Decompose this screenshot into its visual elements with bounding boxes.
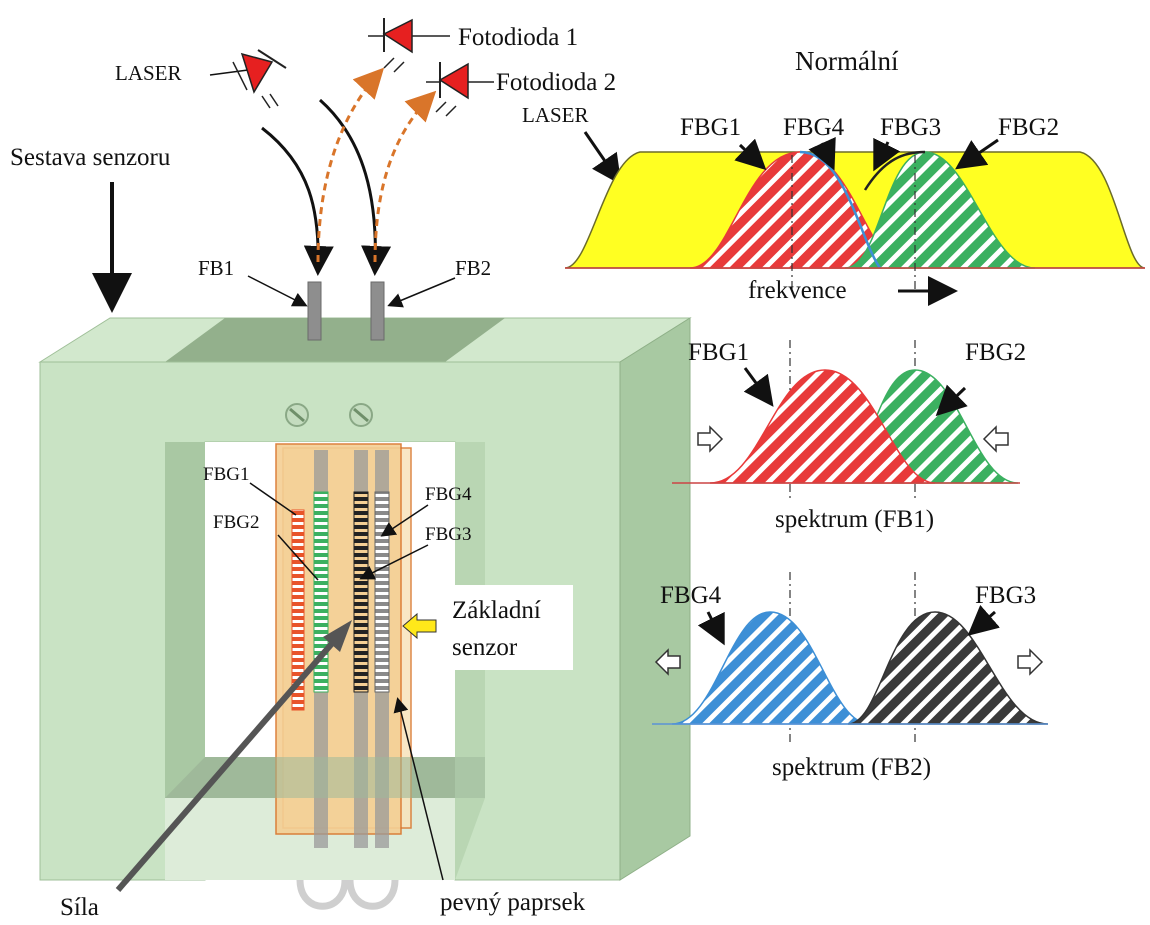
fbg4-label-sensor: FBG4 bbox=[425, 484, 472, 505]
base-sensor-label-line2: senzor bbox=[452, 634, 518, 661]
fbg3-peak-fb2 bbox=[847, 611, 1049, 725]
fb1-fbg1-label: FBG1 bbox=[688, 339, 749, 366]
fbg2-peak-normal bbox=[844, 151, 1036, 269]
fbg3-grating bbox=[353, 491, 369, 693]
laser-label: LASER bbox=[115, 61, 182, 85]
normal-fbg1-label: FBG1 bbox=[680, 114, 741, 141]
screw-icon bbox=[349, 403, 373, 427]
normal-fbg2-label: FBG2 bbox=[998, 114, 1059, 141]
fbg1-label-sensor: FBG1 bbox=[203, 464, 249, 485]
photodiode2-icon bbox=[426, 62, 494, 117]
photodiode2-label: Fotodioda 2 bbox=[496, 69, 616, 96]
fbg1-peak-fb1 bbox=[709, 369, 936, 484]
fb2-label: FB2 bbox=[455, 256, 491, 280]
laser-diode-icon bbox=[232, 49, 287, 109]
spectrum-normal-title: Normální bbox=[795, 46, 899, 76]
fb1-label: FB1 bbox=[198, 256, 234, 280]
base-sensor-label-line1: Základní bbox=[452, 597, 541, 624]
spectrum-normal: Normální LASER FBG1 FBG4 FBG3 FBG2 frekv… bbox=[522, 46, 1146, 306]
rigid-beam-label: pevný paprsek bbox=[440, 889, 586, 916]
spectrum-fb1: FBG1 FBG2 spektrum (FB1) bbox=[672, 339, 1026, 533]
fiber-loops bbox=[296, 879, 399, 910]
spectrum-normal-laser-label: LASER bbox=[522, 103, 589, 127]
fbg4-peak-fb2 bbox=[671, 611, 871, 725]
spectrum-fb2-caption: spektrum (FB2) bbox=[772, 754, 931, 781]
arrow-right-outline-icon bbox=[1017, 648, 1044, 676]
sensor-assembly-label: Sestava senzoru bbox=[10, 144, 171, 171]
fbg3-label-sensor: FBG3 bbox=[425, 524, 471, 545]
yellow-arrow-icon bbox=[402, 612, 437, 640]
fb1-fbg2-label: FBG2 bbox=[965, 339, 1026, 366]
photodiode1-label: Fotodioda 1 bbox=[458, 24, 578, 51]
fb2-fbg3-label: FBG3 bbox=[975, 582, 1036, 609]
force-label: Síla bbox=[60, 894, 99, 920]
normal-fbg3-label: FBG3 bbox=[880, 114, 941, 141]
photodiode1-icon bbox=[368, 18, 450, 73]
arrow-left-outline-icon bbox=[982, 425, 1009, 453]
force-arrow bbox=[115, 620, 352, 892]
spectrum-fb1-caption: spektrum (FB1) bbox=[775, 506, 934, 533]
arrow-right-outline-icon bbox=[697, 425, 724, 453]
fbg2-label-sensor: FBG2 bbox=[213, 512, 259, 533]
arrow-left-outline-icon bbox=[654, 648, 681, 676]
spectrum-fb2: FBG4 FBG3 spektrum (FB2) bbox=[652, 572, 1049, 781]
fbg4-grating bbox=[374, 491, 390, 693]
frequency-axis-label: frekvence bbox=[748, 277, 847, 304]
normal-fbg4-label: FBG4 bbox=[783, 114, 845, 141]
fbg2-grating bbox=[313, 491, 329, 693]
screw-icon bbox=[285, 403, 309, 427]
fb2-fbg4-label: FBG4 bbox=[660, 582, 722, 609]
base-sensor-label-box bbox=[440, 585, 573, 670]
